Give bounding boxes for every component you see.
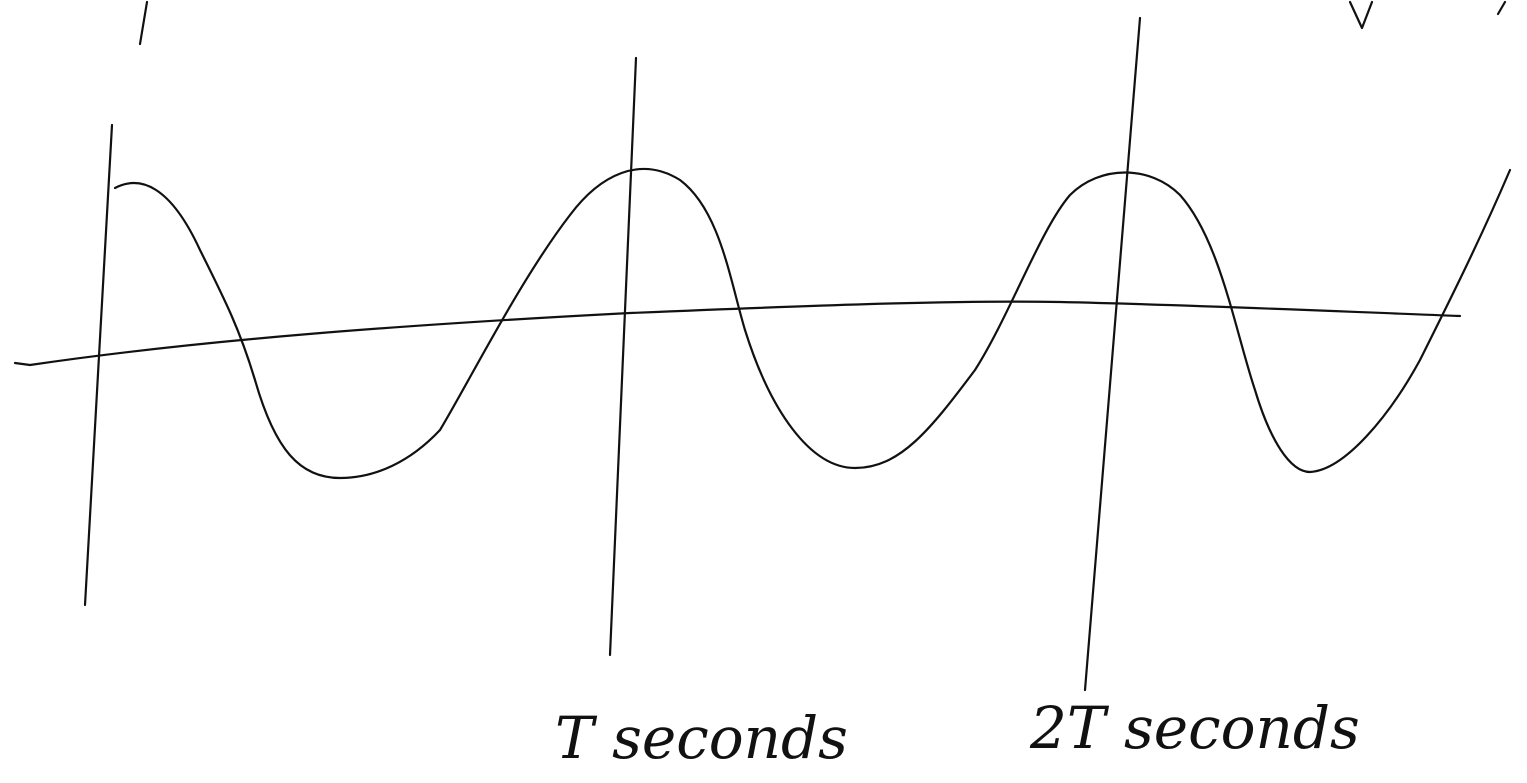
label-t: T seconds [555,704,848,772]
page: T seconds 2T seconds (() => { const data… [0,0,1527,783]
label-2t: 2T seconds [1029,694,1360,762]
background [0,0,1527,783]
diagram: T seconds 2T seconds [0,0,1527,783]
